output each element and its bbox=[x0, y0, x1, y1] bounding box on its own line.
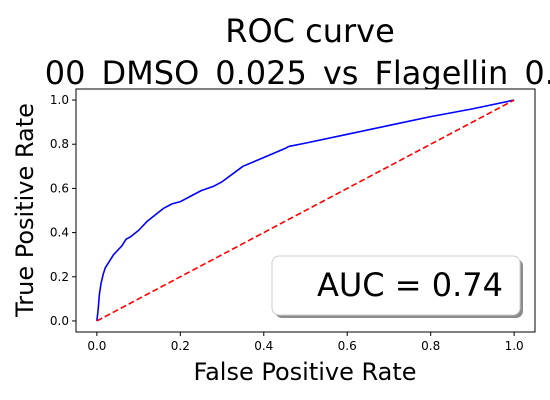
chart-subtitle: 00_DMSO_0.025_vs_Flagellin_0.1 bbox=[45, 54, 550, 92]
x-axis-label: False Positive Rate bbox=[193, 358, 416, 386]
y-tick-label: 1.0 bbox=[50, 93, 69, 107]
auc-annotation: AUC = 0.74 bbox=[271, 255, 523, 318]
roc-curve-line bbox=[96, 99, 515, 322]
x-tick-label: 1.0 bbox=[505, 339, 524, 353]
auc-box bbox=[271, 255, 521, 316]
x-tick-label: 0.0 bbox=[87, 339, 106, 353]
y-tick-label: 0.4 bbox=[50, 226, 69, 240]
x-tick-label: 0.4 bbox=[254, 339, 273, 353]
x-tick-label: 0.6 bbox=[338, 339, 357, 353]
y-axis-label: True Positive Rate bbox=[11, 103, 39, 318]
chance-diagonal-line bbox=[96, 99, 515, 322]
auc-label: AUC = 0.74 bbox=[317, 266, 503, 304]
y-tick-label: 0.8 bbox=[50, 137, 69, 151]
chart-title: ROC curve bbox=[225, 12, 395, 50]
x-tick-label: 0.8 bbox=[421, 339, 440, 353]
x-axis-ticks: 0.0 0.2 0.4 0.6 0.8 1.0 bbox=[87, 332, 524, 353]
x-tick-label: 0.2 bbox=[171, 339, 190, 353]
y-tick-label: 0.0 bbox=[50, 314, 69, 328]
y-tick-label: 0.6 bbox=[50, 181, 69, 195]
y-tick-label: 0.2 bbox=[50, 270, 69, 284]
y-axis-ticks: 0.0 0.2 0.4 0.6 0.8 1.0 bbox=[50, 93, 76, 328]
series-layer bbox=[96, 99, 515, 322]
